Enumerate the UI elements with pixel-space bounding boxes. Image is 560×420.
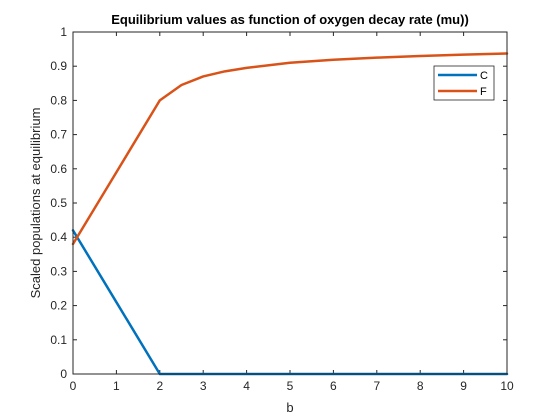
y-tick-label: 0.8	[50, 93, 67, 107]
x-tick-label: 4	[243, 379, 250, 393]
x-tick-label: 2	[156, 379, 163, 393]
legend-label-c: C	[480, 70, 488, 82]
x-tick-label: 7	[373, 379, 380, 393]
y-axis-ticks: 0 0.1 0.2 0.3 0.4 0.5 0.6 0.7 0.8 0.9 1	[50, 25, 507, 381]
legend: C F	[433, 65, 495, 101]
chart-title: Equilibrium values as function of oxygen…	[111, 12, 469, 27]
y-tick-label: 0.3	[50, 264, 67, 278]
y-tick-label: 0.2	[50, 299, 67, 313]
x-tick-label: 6	[330, 379, 337, 393]
legend-label-f: F	[480, 86, 487, 98]
y-tick-label: 0.5	[50, 196, 67, 210]
y-axis-label: Scaled populations at equilibrium	[28, 108, 43, 299]
y-tick-label: 0.7	[50, 128, 67, 142]
x-tick-label: 10	[500, 379, 514, 393]
y-tick-label: 0.1	[50, 333, 67, 347]
x-tick-label: 8	[417, 379, 424, 393]
axes-box	[72, 31, 508, 375]
y-tick-label: 0.9	[50, 59, 67, 73]
series-line-f	[71, 52, 509, 246]
x-tick-label: 3	[200, 379, 207, 393]
y-tick-label: 0.6	[50, 162, 67, 176]
x-tick-label: 0	[70, 379, 77, 393]
x-tick-label: 1	[113, 379, 120, 393]
y-tick-label: 0	[60, 367, 67, 381]
y-tick-label: 1	[60, 25, 67, 39]
x-tick-label: 9	[460, 379, 467, 393]
x-tick-label: 5	[287, 379, 294, 393]
x-axis-label: b	[286, 400, 293, 415]
y-tick-label: 0.4	[50, 230, 67, 244]
legend-box	[433, 65, 495, 101]
